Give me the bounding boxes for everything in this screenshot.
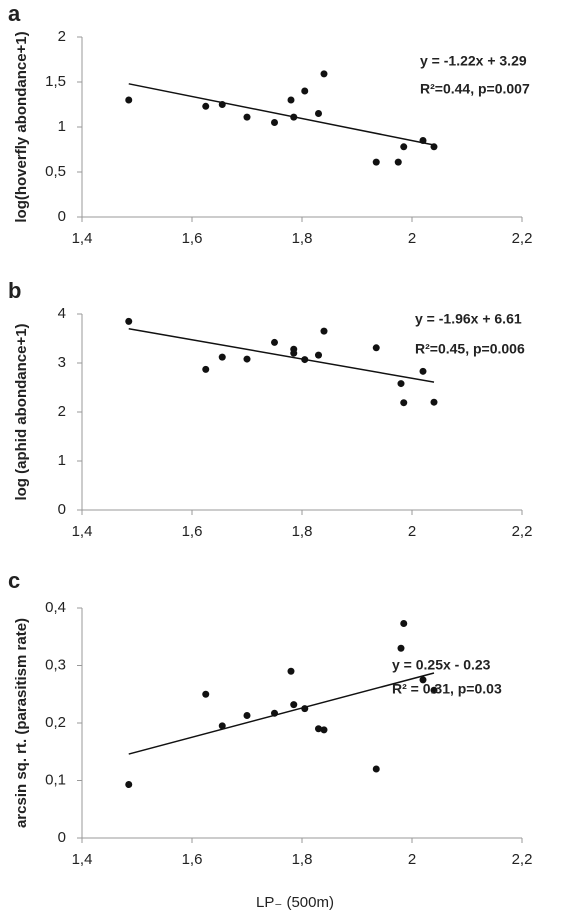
data-point <box>372 765 380 773</box>
data-point <box>301 705 309 713</box>
data-point <box>290 349 298 357</box>
x-tick-label: 1,4 <box>72 851 93 868</box>
data-point <box>218 101 226 108</box>
data-point <box>320 726 328 734</box>
equation: y = -1.96x + 6.61 <box>415 311 522 327</box>
panel-label: a <box>8 1 21 26</box>
x-tick-label: 1,8 <box>292 851 313 868</box>
data-point <box>243 712 251 720</box>
data-point <box>315 351 322 359</box>
y-tick-label: 4 <box>58 305 66 322</box>
statistics: R² = 0.31, p=0.03 <box>392 681 502 697</box>
data-point <box>125 317 133 325</box>
data-point <box>400 143 408 151</box>
y-tick-label: 2 <box>58 28 66 45</box>
y-tick-label: 2 <box>58 403 66 420</box>
data-point <box>397 644 405 652</box>
x-tick-label: 1,6 <box>182 230 203 247</box>
x-axis-label: LP₋ (500m) <box>256 894 334 911</box>
data-point <box>243 113 251 121</box>
data-point <box>394 158 402 166</box>
y-tick-label: 1 <box>58 452 66 469</box>
data-point <box>419 137 427 144</box>
data-point <box>202 102 210 110</box>
data-point <box>287 667 295 675</box>
data-point <box>419 367 427 375</box>
statistics: R²=0.45, p=0.006 <box>415 341 525 357</box>
y-tick-label: 0,2 <box>45 714 66 731</box>
x-tick-label: 2 <box>408 230 416 247</box>
x-tick-label: 1,4 <box>72 523 93 540</box>
data-point <box>243 355 251 363</box>
equation: y = -1.22x + 3.29 <box>420 53 527 69</box>
data-point <box>301 87 309 95</box>
x-tick-label: 2 <box>408 523 416 540</box>
y-tick-label: 0,1 <box>45 771 66 788</box>
x-tick-label: 1,6 <box>182 851 203 868</box>
data-point <box>320 70 328 78</box>
data-point <box>320 327 328 335</box>
panel-label: b <box>8 278 21 303</box>
x-tick-label: 1,8 <box>292 230 313 247</box>
data-point <box>400 620 408 628</box>
equation: y = 0.25x - 0.23 <box>392 657 491 673</box>
data-point <box>397 380 405 388</box>
data-point <box>271 338 278 346</box>
y-tick-label: 0 <box>58 208 66 225</box>
y-tick-label: 0,4 <box>45 599 66 616</box>
y-axis-label: log (aphid abondance+1) <box>13 323 30 500</box>
data-point <box>315 110 322 117</box>
data-point <box>290 113 298 121</box>
data-point <box>430 143 438 151</box>
data-point <box>419 676 427 684</box>
data-point <box>301 356 309 364</box>
x-tick-label: 1,6 <box>182 523 203 540</box>
data-point <box>218 353 226 361</box>
x-tick-label: 2 <box>408 851 416 868</box>
data-point <box>125 96 133 104</box>
data-point <box>400 399 408 407</box>
data-point <box>125 781 133 789</box>
data-point <box>372 158 380 166</box>
data-point <box>287 96 295 104</box>
trend-line <box>128 83 435 146</box>
y-tick-label: 0 <box>58 501 66 518</box>
data-point <box>315 725 322 733</box>
data-point <box>271 119 278 126</box>
data-point <box>202 365 210 373</box>
y-tick-label: 1,5 <box>45 73 66 90</box>
x-tick-label: 2,2 <box>512 230 533 247</box>
data-point <box>430 686 438 694</box>
y-axis-label: arcsin sq. rt. (parasitism rate) <box>13 618 30 828</box>
y-tick-label: 0 <box>58 829 66 846</box>
y-tick-label: 3 <box>58 354 66 371</box>
data-point <box>218 722 226 730</box>
y-tick-label: 0,3 <box>45 656 66 673</box>
x-tick-label: 2,2 <box>512 523 533 540</box>
x-tick-label: 2,2 <box>512 851 533 868</box>
statistics: R²=0.44, p=0.007 <box>420 81 530 97</box>
data-point <box>372 344 380 352</box>
y-tick-label: 0,5 <box>45 163 66 180</box>
trend-line <box>128 327 435 383</box>
y-tick-label: 1 <box>58 118 66 135</box>
data-point <box>430 398 438 406</box>
x-tick-label: 1,8 <box>292 523 313 540</box>
data-point <box>271 709 278 717</box>
data-point <box>290 701 298 709</box>
trend-line <box>128 672 435 755</box>
panel-label: c <box>8 568 20 593</box>
x-tick-label: 1,4 <box>72 230 93 247</box>
y-axis-label: log(hoverfly abondance+1) <box>13 31 30 222</box>
data-point <box>202 690 210 698</box>
